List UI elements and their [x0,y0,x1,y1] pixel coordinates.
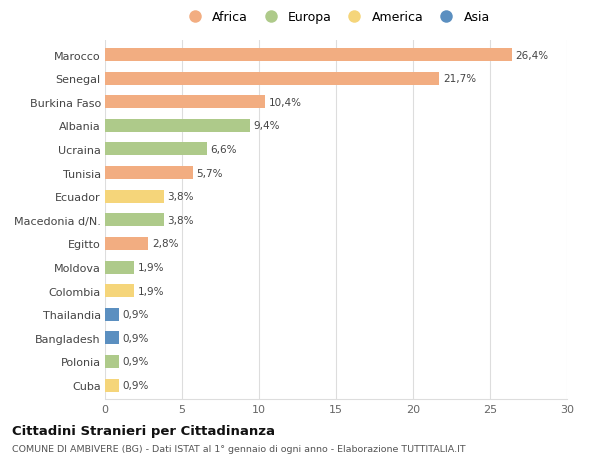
Text: 9,4%: 9,4% [254,121,280,131]
Text: 3,8%: 3,8% [167,215,194,225]
Legend: Africa, Europa, America, Asia: Africa, Europa, America, Asia [178,7,494,28]
Bar [105,96,265,109]
Bar [105,143,206,156]
Text: 26,4%: 26,4% [515,50,548,61]
Text: 0,9%: 0,9% [123,380,149,390]
Bar [105,120,250,133]
Text: 1,9%: 1,9% [138,263,164,273]
Text: 3,8%: 3,8% [167,192,194,202]
Bar [105,285,134,297]
Bar [105,261,134,274]
Text: 5,7%: 5,7% [197,168,223,178]
Bar [105,379,119,392]
Text: 0,9%: 0,9% [123,333,149,343]
Bar [105,214,164,227]
Text: 0,9%: 0,9% [123,357,149,367]
Text: COMUNE DI AMBIVERE (BG) - Dati ISTAT al 1° gennaio di ogni anno - Elaborazione T: COMUNE DI AMBIVERE (BG) - Dati ISTAT al … [12,444,466,453]
Text: 2,8%: 2,8% [152,239,178,249]
Bar [105,355,119,368]
Bar [105,73,439,85]
Bar [105,308,119,321]
Bar [105,190,164,203]
Text: 10,4%: 10,4% [269,98,302,107]
Text: Cittadini Stranieri per Cittadinanza: Cittadini Stranieri per Cittadinanza [12,425,275,437]
Text: 0,9%: 0,9% [123,309,149,319]
Bar [105,331,119,345]
Bar [105,49,512,62]
Bar [105,167,193,179]
Text: 21,7%: 21,7% [443,74,476,84]
Bar [105,237,148,250]
Text: 1,9%: 1,9% [138,286,164,296]
Text: 6,6%: 6,6% [211,145,237,155]
